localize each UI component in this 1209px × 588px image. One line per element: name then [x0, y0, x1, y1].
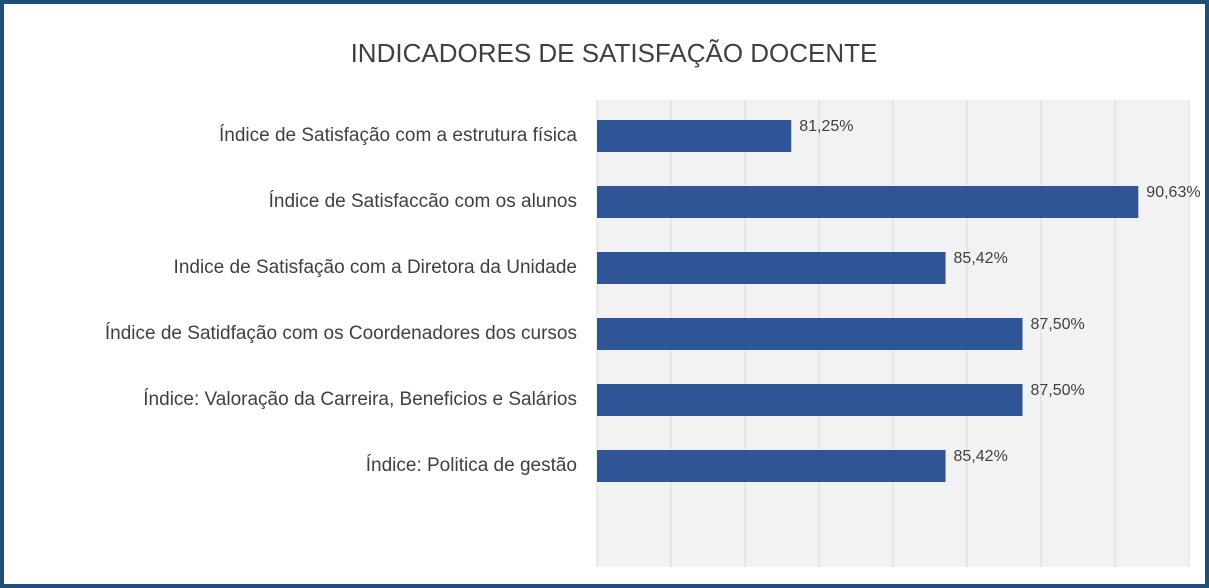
chart-title: INDICADORES DE SATISFAÇÃO DOCENTE	[351, 38, 878, 68]
bar	[597, 384, 1023, 416]
data-label: 87,50%	[1031, 316, 1085, 333]
data-label: 85,42%	[954, 250, 1008, 267]
data-label: 87,50%	[1031, 382, 1085, 399]
category-label: Índice: Valoração da Carreira, Beneficio…	[143, 389, 577, 410]
bar	[597, 186, 1139, 218]
category-label: Índice: Politica de gestão	[365, 455, 577, 476]
category-label: Índice de Satisfaccão com os alunos	[268, 191, 577, 212]
bar	[597, 120, 792, 152]
bar	[597, 450, 946, 482]
bar	[597, 252, 946, 284]
data-label: 90,63%	[1146, 184, 1200, 201]
data-label: 81,25%	[799, 118, 853, 135]
category-label: Índice de Satidfação com os Coordenadore…	[104, 323, 577, 344]
data-label: 85,42%	[954, 448, 1008, 465]
category-label: Índice de Satisfação com a estrutura fís…	[218, 125, 577, 146]
bar	[597, 318, 1023, 350]
category-label: Indice de Satisfação com a Diretora da U…	[173, 257, 577, 278]
